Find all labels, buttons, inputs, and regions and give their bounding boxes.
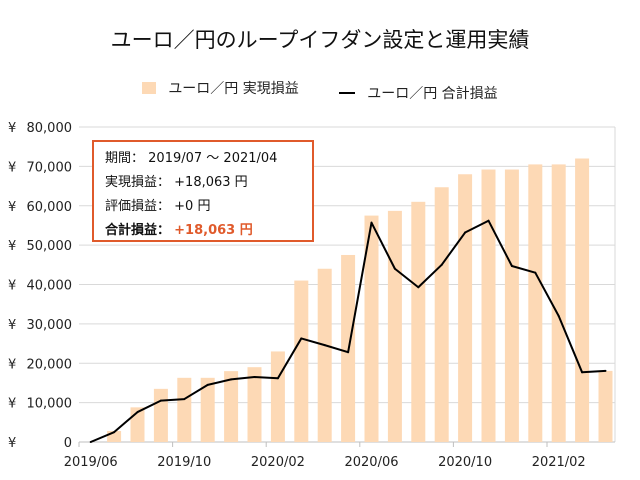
line-point-2019/09 [159, 399, 162, 402]
bar-2019/12 [224, 371, 239, 442]
total-value: +18,063 円 [174, 223, 253, 238]
bar-2020/04 [317, 268, 332, 442]
legend-item-total: ユーロ／円 合計損益 [339, 83, 498, 103]
line-point-2020/09 [440, 263, 443, 266]
bar-2019/10 [177, 377, 192, 442]
line-point-2021/01 [534, 271, 537, 274]
x-tick-label: 2020/02 [251, 455, 305, 470]
bar-2020/09 [434, 187, 449, 442]
bar-2020/12 [504, 169, 519, 442]
legend-swatch-bar [142, 82, 157, 94]
y-tick-label: 10,000 [27, 397, 73, 412]
line-point-2019/11 [206, 383, 209, 386]
bar-2019/09 [153, 388, 168, 442]
line-point-2020/02 [276, 377, 279, 380]
bar-2021/02 [551, 164, 566, 442]
y-tick-label: 60,000 [27, 200, 73, 215]
line-point-2020/12 [510, 264, 513, 267]
info-box: 期間： 2019/07 ～ 2021/04 実現損益： +18,063 円 評価… [92, 140, 314, 242]
chart-title: ユーロ／円のループイフダン設定と運用実績 [110, 28, 530, 52]
y-tick-label: 40,000 [27, 279, 73, 294]
info-total: 合計損益： +18,063 円 [105, 219, 312, 243]
y-tick-currency: ¥ [8, 279, 16, 294]
x-tick-label: 2021/02 [532, 455, 586, 470]
y-tick-currency: ¥ [8, 239, 16, 254]
total-label: 合計損益： [105, 223, 171, 238]
line-point-2019/12 [230, 378, 233, 381]
line-point-2020/05 [347, 351, 350, 354]
bar-2020/08 [411, 201, 426, 442]
line-point-2020/06 [370, 221, 373, 224]
line-point-2020/04 [323, 344, 326, 347]
line-point-2021/04 [604, 369, 607, 372]
y-tick-currency: ¥ [8, 121, 16, 136]
legend-swatch-line [339, 92, 356, 94]
line-point-2021/03 [581, 371, 584, 374]
legend-item-realized: ユーロ／円 実現損益 [142, 78, 299, 98]
line-point-2019/08 [136, 411, 139, 414]
line-point-2020/10 [464, 231, 467, 234]
period-value: 2019/07 ～ 2021/04 [148, 151, 278, 166]
line-point-2020/08 [417, 286, 420, 289]
y-tick-label: 50,000 [27, 239, 73, 254]
unrealized-value: +0 円 [174, 199, 211, 214]
y-tick-currency: ¥ [8, 160, 16, 175]
info-unrealized: 評価損益： +0 円 [105, 195, 312, 219]
bar-2020/11 [481, 169, 496, 442]
realized-value: +18,063 円 [174, 175, 248, 190]
line-point-2019/07 [113, 431, 116, 434]
y-tick-label: 30,000 [27, 318, 73, 333]
legend: ユーロ／円 実現損益 ユーロ／円 合計損益 [0, 78, 640, 103]
y-tick-label: 80,000 [27, 121, 73, 136]
line-point-2019/06 [89, 441, 92, 443]
unrealized-label: 評価損益： [105, 199, 171, 214]
bar-2020/10 [458, 174, 473, 442]
info-realized: 実現損益： +18,063 円 [105, 171, 312, 195]
line-point-2021/02 [557, 315, 560, 317]
x-tick-label: 2020/06 [344, 455, 398, 470]
y-tick-label: 0 [64, 436, 72, 451]
bar-2021/04 [598, 370, 613, 442]
info-period: 期間： 2019/07 ～ 2021/04 [105, 147, 312, 171]
y-tick-currency: ¥ [8, 357, 16, 372]
bar-2019/11 [200, 377, 215, 442]
x-tick-label: 2020/10 [438, 455, 492, 470]
bar-2020/03 [294, 280, 309, 442]
line-point-2019/10 [183, 398, 186, 401]
realized-label: 実現損益： [105, 175, 171, 190]
bar-2020/02 [270, 351, 285, 442]
bar-2020/06 [364, 215, 379, 442]
line-point-2020/11 [487, 219, 490, 222]
bar-2021/03 [575, 158, 590, 442]
bar-2020/07 [387, 210, 402, 442]
bar-2021/01 [528, 164, 543, 442]
x-tick-label: 2019/06 [64, 455, 118, 470]
y-tick-currency: ¥ [8, 318, 16, 333]
y-tick-label: 70,000 [27, 160, 73, 175]
y-tick-currency: ¥ [8, 200, 16, 215]
y-tick-currency: ¥ [8, 397, 16, 412]
line-point-2020/03 [300, 337, 303, 340]
y-tick-label: 20,000 [27, 357, 73, 372]
y-tick-currency: ¥ [8, 436, 16, 451]
x-tick-label: 2019/10 [157, 455, 211, 470]
bar-2020/01 [247, 367, 262, 442]
line-point-2020/07 [393, 267, 396, 270]
line-point-2020/01 [253, 376, 256, 379]
period-label: 期間： [105, 151, 145, 166]
bar-2019/07 [107, 430, 122, 442]
legend-label-total: ユーロ／円 合計損益 [367, 86, 498, 102]
legend-label-realized: ユーロ／円 実現損益 [168, 81, 299, 97]
